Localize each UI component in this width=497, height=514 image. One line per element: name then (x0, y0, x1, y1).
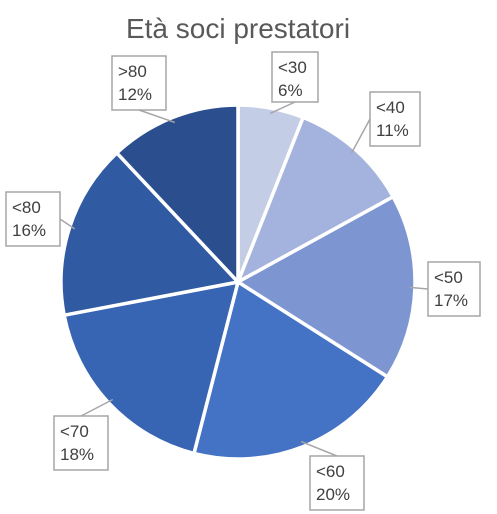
leader-line (300, 440, 338, 457)
leader-line (138, 109, 176, 124)
data-label: <306% (271, 51, 319, 103)
data-label-category: <40 (376, 98, 405, 117)
leader-line (59, 218, 76, 230)
data-label-value: 6% (278, 81, 303, 100)
data-label-callouts: <306%<4011%<5017%<6020%<7018%<8016%>8012… (5, 51, 481, 511)
chart-title: Età soci prestatori (126, 13, 350, 44)
data-label-category: >80 (118, 62, 147, 81)
pie-slice (62, 280, 240, 456)
pie-slice (115, 103, 240, 284)
pie-slice (192, 280, 390, 461)
leader-line (80, 398, 114, 417)
data-label-value: 18% (60, 445, 94, 464)
data-label-value: 12% (118, 85, 152, 104)
data-label-value: 17% (434, 291, 468, 310)
data-label-category: <60 (316, 462, 345, 481)
leader-line (409, 286, 429, 290)
leader-line (269, 101, 296, 115)
pie-slices (59, 103, 417, 461)
pie-slice (236, 115, 395, 284)
data-label-category: <30 (278, 58, 307, 77)
pie-slice (59, 151, 240, 317)
data-label-box (111, 55, 167, 111)
leader-lines (59, 101, 429, 457)
data-label-value: 11% (376, 121, 409, 140)
data-label-category: <50 (434, 268, 463, 287)
data-label-box (271, 51, 319, 103)
data-label-value: 20% (316, 485, 350, 504)
data-label-box (427, 261, 481, 317)
data-label-category: <70 (60, 422, 89, 441)
leader-line (350, 118, 371, 154)
data-label-value: 16% (12, 221, 46, 240)
data-label-box (5, 191, 61, 247)
data-label-box (53, 415, 109, 471)
data-label-box (309, 455, 365, 511)
data-label-category: <80 (12, 198, 41, 217)
data-label-box (369, 91, 421, 147)
